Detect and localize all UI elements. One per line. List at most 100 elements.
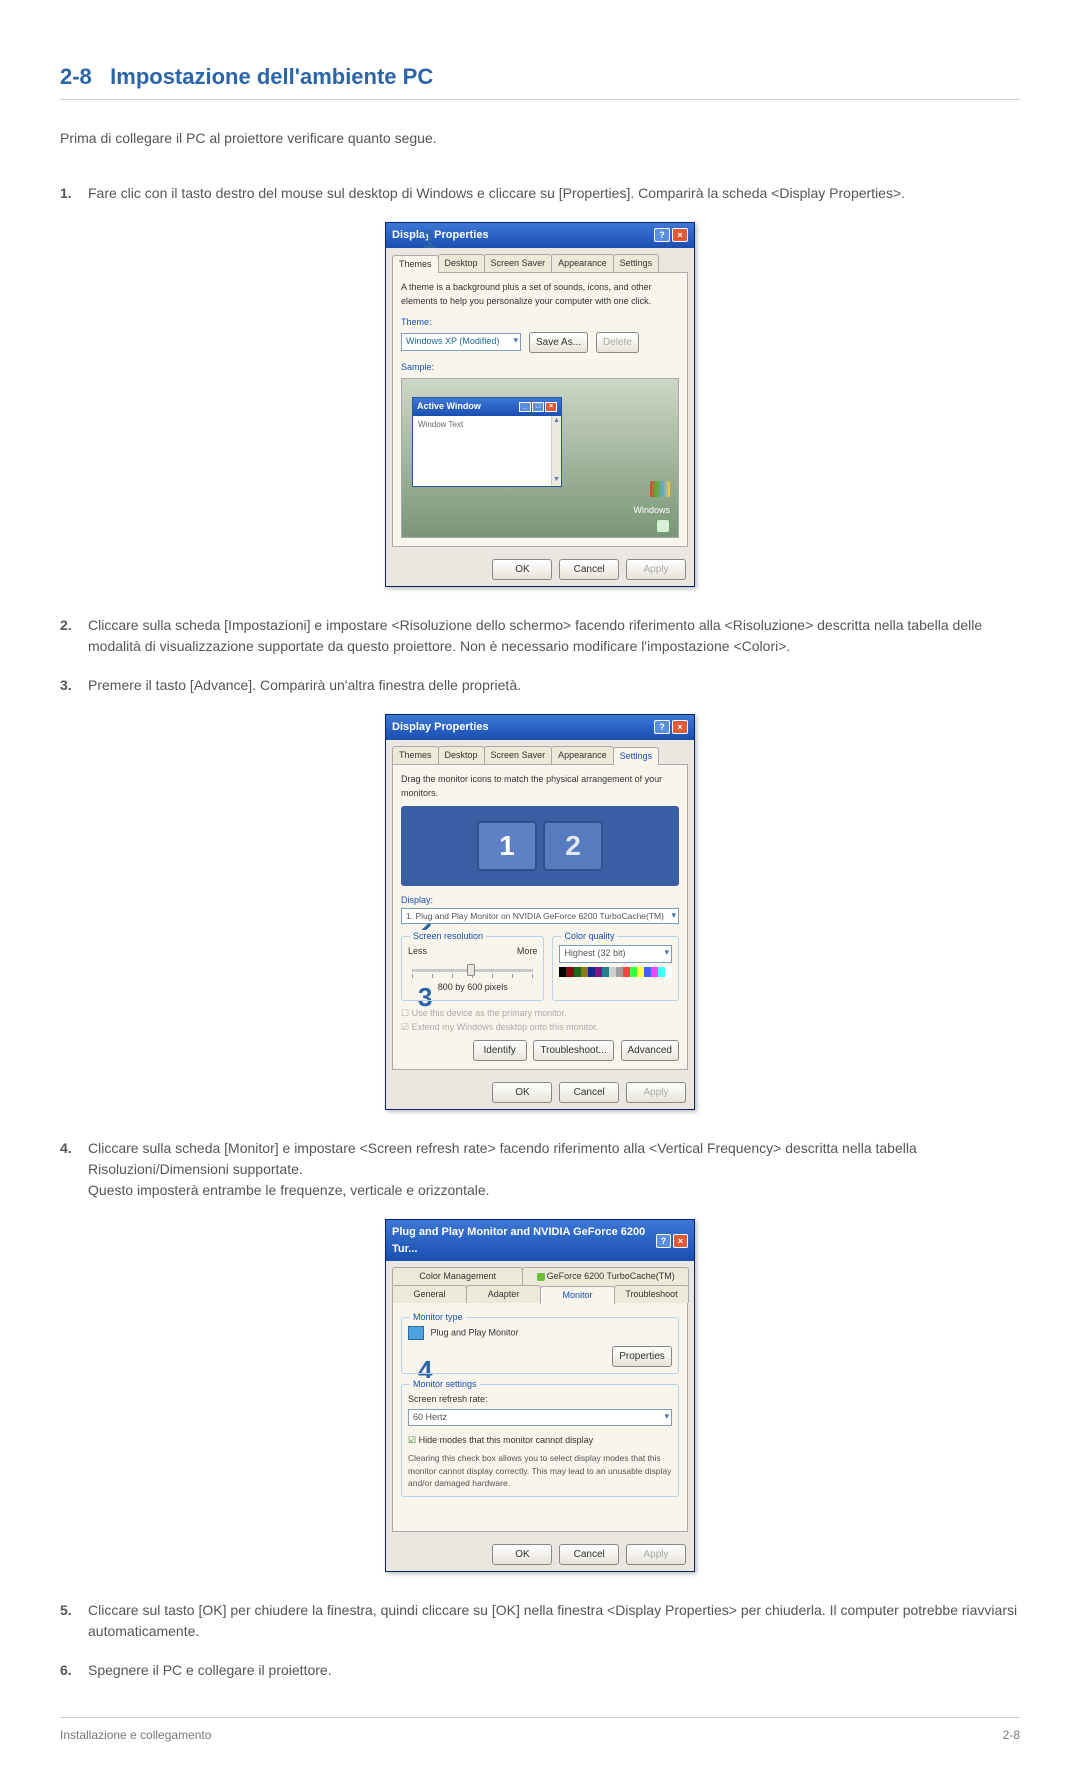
tab-appearance[interactable]: Appearance [551,254,614,273]
close-icon: × [545,402,557,412]
monitor-arrangement[interactable]: 1 2 [401,806,679,886]
titlebar[interactable]: Display Properties ? × [386,715,694,740]
tabs-row-2: General Adapter Monitor Troubleshoot [386,1285,694,1303]
tab-screen-saver[interactable]: Screen Saver [484,254,553,273]
close-icon[interactable]: × [672,720,688,734]
tab-adapter[interactable]: Adapter [466,1285,541,1304]
theme-dropdown[interactable]: Windows XP (Modified) [401,333,521,351]
troubleshoot-button[interactable]: Troubleshoot... [533,1040,613,1061]
screen-resolution-group: Screen resolution Less More 800 by 600 p… [401,936,544,1001]
monitor-properties-dialog: Plug and Play Monitor and NVIDIA GeForce… [385,1219,695,1572]
chk2-label: Extend my Windows desktop onto this moni… [412,1022,599,1032]
section-number: 2-8 [60,64,92,89]
steps-list: Fare clic con il tasto destro del mouse … [60,183,1020,204]
quality-group-title: Color quality [561,930,617,944]
intro-text: Prima di collegare il PC al proiettore v… [60,128,1020,149]
panel: Drag the monitor icons to match the phys… [392,764,688,1070]
help-icon[interactable]: ? [654,720,670,734]
panel: Monitor type Plug and Play Monitor Prope… [392,1302,688,1532]
tab-desktop[interactable]: Desktop [438,746,485,765]
ok-button[interactable]: OK [492,1082,552,1103]
slider-thumb[interactable] [467,964,475,976]
figure-1: 1 Display Properties ? × Themes Desktop … [60,222,1020,587]
step-5-text: Cliccare sul tasto [OK] per chiudere la … [88,1602,1017,1639]
footer-right: 2-8 [1003,1726,1020,1744]
properties-button[interactable]: Properties [612,1346,672,1367]
tab-geforce[interactable]: GeForce 6200 TurboCache(TM) [522,1267,689,1286]
help-icon[interactable]: ? [654,228,670,242]
titlebar[interactable]: Plug and Play Monitor and NVIDIA GeForce… [386,1220,694,1261]
monitor-settings-group: Monitor settings Screen refresh rate: 60… [401,1384,679,1497]
tab-color-management[interactable]: Color Management [392,1267,523,1286]
step-4-text-b: Questo imposterà entrambe le frequenze, … [88,1182,490,1198]
figure-3: 4 Plug and Play Monitor and NVIDIA GeFor… [60,1219,1020,1572]
dialog-title: Plug and Play Monitor and NVIDIA GeForce… [392,1224,654,1257]
apply-button[interactable]: Apply [626,559,686,580]
maximize-icon: □ [532,402,544,412]
panel: A theme is a background plus a set of so… [392,272,688,547]
monitor-settings-title: Monitor settings [410,1378,480,1392]
hide-modes-checkbox[interactable]: ☑ Hide modes that this monitor cannot di… [408,1434,672,1448]
tab-monitor[interactable]: Monitor [540,1286,615,1305]
drag-text: Drag the monitor icons to match the phys… [401,773,679,800]
cancel-button[interactable]: Cancel [559,1082,619,1103]
figure-2: 2 3 Display Properties ? × Themes Deskto… [60,714,1020,1110]
extend-desktop-checkbox: ☑ Extend my Windows desktop onto this mo… [401,1021,679,1035]
active-window-title: Active Window [417,400,481,414]
steps-list-4: Cliccare sul tasto [OK] per chiudere la … [60,1600,1020,1681]
scrollbar [551,416,561,486]
less-label: Less [408,945,427,959]
ok-button[interactable]: OK [492,559,552,580]
windows-label: Windows [633,505,670,515]
tab-geforce-label: GeForce 6200 TurboCache(TM) [547,1271,675,1281]
display-dropdown[interactable]: 1. Plug and Play Monitor on NVIDIA GeFor… [401,908,679,925]
monitor-2[interactable]: 2 [543,821,603,871]
refresh-rate-dropdown[interactable]: 60 Hertz [408,1409,672,1427]
step-5: Cliccare sul tasto [OK] per chiudere la … [88,1600,1020,1642]
identify-button[interactable]: Identify [473,1040,527,1061]
warning-text: Clearing this check box allows you to se… [408,1452,672,1490]
tab-themes[interactable]: Themes [392,255,439,274]
step-3-text: Premere il tasto [Advance]. Comparirà un… [88,677,521,693]
ok-button[interactable]: OK [492,1544,552,1565]
primary-monitor-checkbox: ☐ Use this device as the primary monitor… [401,1007,679,1021]
step-4: Cliccare sulla scheda [Monitor] e impost… [88,1138,1020,1201]
window-text: Window Text [418,420,463,429]
save-as-button[interactable]: Save As... [529,332,588,353]
hide-modes-label: Hide modes that this monitor cannot disp… [419,1435,594,1445]
tab-troubleshoot[interactable]: Troubleshoot [614,1285,689,1304]
monitor-1[interactable]: 1 [477,821,537,871]
sample-label: Sample: [401,361,679,375]
dialog-title: Display Properties [392,719,489,736]
apply-button[interactable]: Apply [626,1544,686,1565]
tab-desktop[interactable]: Desktop [438,254,485,273]
resolution-slider[interactable] [412,969,533,972]
tab-settings[interactable]: Settings [613,747,660,766]
steps-list-3: Cliccare sulla scheda [Monitor] e impost… [60,1138,1020,1201]
advanced-button[interactable]: Advanced [621,1040,679,1061]
tab-screen-saver[interactable]: Screen Saver [484,746,553,765]
step-3: Premere il tasto [Advance]. Comparirà un… [88,675,1020,696]
tab-general[interactable]: General [392,1285,467,1304]
tab-settings[interactable]: Settings [613,254,660,273]
step-2-text: Cliccare sulla scheda [Impostazioni] e i… [88,617,982,654]
tab-appearance[interactable]: Appearance [551,746,614,765]
cancel-button[interactable]: Cancel [559,559,619,580]
close-icon[interactable]: × [673,1234,688,1248]
refresh-label: Screen refresh rate: [408,1393,672,1407]
nvidia-icon [537,1273,545,1281]
cancel-button[interactable]: Cancel [559,1544,619,1565]
apply-button[interactable]: Apply [626,1082,686,1103]
steps-list-2: Cliccare sulla scheda [Impostazioni] e i… [60,615,1020,696]
recycle-bin-icon [656,519,670,533]
delete-button[interactable]: Delete [596,332,639,353]
help-icon[interactable]: ? [656,1234,671,1248]
sample-area: Active Window _ □ × Window Text Windows [401,378,679,538]
step-1: Fare clic con il tasto destro del mouse … [88,183,1020,204]
display-properties-dialog-2: Display Properties ? × Themes Desktop Sc… [385,714,695,1110]
monitor-type-title: Monitor type [410,1311,466,1325]
chk1-label: Use this device as the primary monitor. [412,1008,567,1018]
close-icon[interactable]: × [672,228,688,242]
tab-themes[interactable]: Themes [392,746,439,765]
color-quality-dropdown[interactable]: Highest (32 bit) [559,945,672,963]
